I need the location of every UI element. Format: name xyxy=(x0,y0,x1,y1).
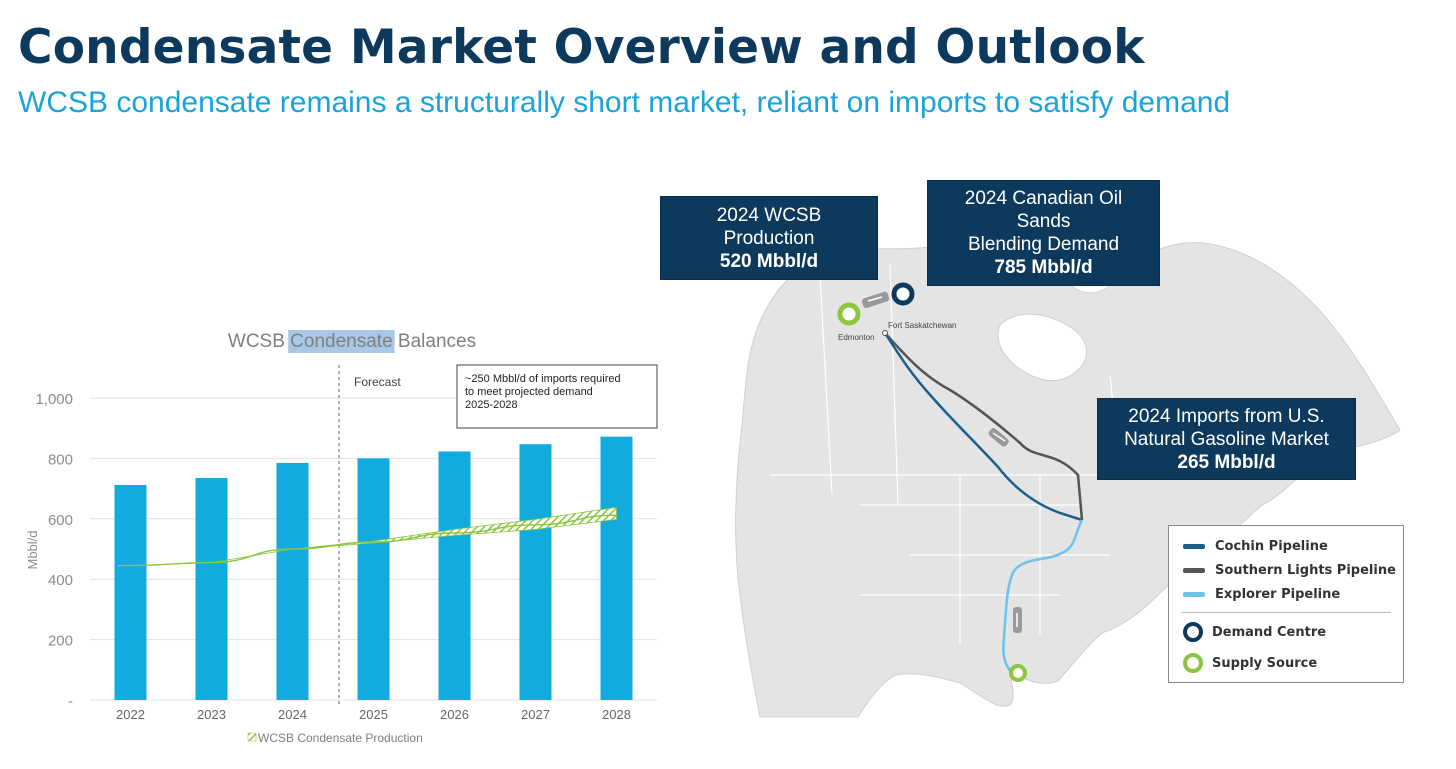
title-highlight xyxy=(288,330,395,353)
bar-2024 xyxy=(276,462,309,700)
edmonton-node xyxy=(882,330,888,336)
legend-divider xyxy=(1181,612,1391,613)
supply-source-edmonton xyxy=(837,302,861,326)
edmonton-label: Edmonton xyxy=(838,333,874,342)
legend-supply-label: Supply Source xyxy=(1212,655,1318,671)
y-tick-label: 400 xyxy=(48,572,73,589)
bar-2028 xyxy=(600,436,633,700)
demand-bars xyxy=(114,436,633,700)
y-tick-label: 1,000 xyxy=(35,391,73,408)
flow-arrow-midwest xyxy=(988,428,1009,447)
x-tick-label-2022: 2022 xyxy=(116,707,145,722)
production-line xyxy=(118,514,617,567)
callout-demand-line2: Blending Demand xyxy=(967,234,1120,255)
x-tick-label-2023: 2023 xyxy=(197,707,226,722)
callout-production-value: 520 Mbbl/d xyxy=(719,250,819,272)
y-axis-label: Mbbl/d xyxy=(25,530,40,569)
southern-lights-route xyxy=(884,332,1084,521)
explorer-swatch xyxy=(1183,591,1205,597)
callout-demand-value: 785 Mbbl/d xyxy=(994,257,1093,278)
x-tick-label-2026: 2026 xyxy=(440,707,469,722)
legend-swatch-production xyxy=(247,732,257,742)
supply-source-icon xyxy=(1183,653,1203,673)
southern-swatch xyxy=(1183,567,1205,573)
page-title: Condensate Market Overview and Outlook xyxy=(18,20,1145,75)
x-tick-label-2027: 2027 xyxy=(521,707,550,722)
legend-item-southern: Southern Lights Pipeline xyxy=(1183,560,1396,580)
legend-demand-label: Demand Centre xyxy=(1212,624,1327,640)
legend-explorer-label: Explorer Pipeline xyxy=(1215,586,1341,602)
cochin-route xyxy=(883,332,1083,522)
legend-item-demand: Demand Centre xyxy=(1183,622,1326,642)
bar-2026 xyxy=(438,451,471,700)
production-series xyxy=(118,506,617,567)
condensate-balances-chart: WCSB Condensate Balances - 200 400 600 800 1,… xyxy=(25,330,658,745)
forecast-label: Forecast xyxy=(354,375,401,389)
map-legend: Cochin Pipeline Southern Lights Pipeline… xyxy=(1168,525,1404,683)
y-axis: - 200 400 600 800 1,000 xyxy=(35,391,73,710)
bar-2027 xyxy=(519,444,552,700)
x-axis: 2022 2023 2024 2025 2026 2027 2028 xyxy=(116,707,631,722)
callout-imports-line1: 2024 Imports from U.S. xyxy=(1128,405,1325,427)
x-tick-label-2025: 2025 xyxy=(359,707,388,722)
callout-demand-line1: 2024 Canadian Oil Sands xyxy=(964,188,1123,232)
callout-imports-line2: Natural Gasoline Market xyxy=(1124,428,1329,450)
legend-cochin-label: Cochin Pipeline xyxy=(1215,538,1328,554)
fort-saskatchewan-label: Fort Saskatchewan xyxy=(888,321,956,330)
legend-item-supply: Supply Source xyxy=(1183,653,1317,673)
page-subtitle: WCSB condensate remains a structurally s… xyxy=(18,86,1231,119)
callout-production-line2: Production xyxy=(723,227,815,249)
bar-2022 xyxy=(114,484,147,700)
hudson-bay xyxy=(997,313,1087,382)
annotation-text: ~250 Mbbl/d of imports required to meet p… xyxy=(465,373,621,411)
cochin-swatch xyxy=(1183,543,1205,549)
legend-item-explorer: Explorer Pipeline xyxy=(1183,584,1340,604)
flow-arrow-gulf xyxy=(1013,607,1022,633)
callout-blending-demand: 2024 Canadian Oil Sands Blending Demand … xyxy=(927,180,1160,286)
x-tick-label-2028: 2028 xyxy=(602,707,631,722)
y-tick-label: - xyxy=(68,693,73,710)
bar-2023 xyxy=(195,478,228,700)
callout-production-line1: 2024 WCSB xyxy=(716,204,822,226)
y-tick-label: 200 xyxy=(48,633,73,650)
demand-centre-fort-saskatchewan xyxy=(891,282,915,306)
flow-arrow-edmonton xyxy=(861,291,890,308)
y-tick-label: 800 xyxy=(48,451,73,468)
callout-imports-value: 265 Mbbl/d xyxy=(1177,451,1276,473)
callout-wcsb-production: 2024 WCSB Production 520 Mbbl/d xyxy=(660,196,878,280)
demand-centre-icon xyxy=(1183,622,1203,642)
chart-legend: WCSB Condensate Production xyxy=(247,731,423,745)
pipeline-map: Edmonton Fort Saskatchewan 2024 WCSB Pro… xyxy=(660,175,1456,735)
annotation-box xyxy=(456,364,658,429)
chart-title: WCSB Condensate Balances xyxy=(228,331,476,352)
legend-label-production: WCSB Condensate Production xyxy=(258,731,423,745)
legend-southern-label: Southern Lights Pipeline xyxy=(1215,562,1396,578)
bar-2025 xyxy=(357,458,390,700)
explorer-route xyxy=(1002,519,1084,679)
y-tick-label: 600 xyxy=(48,512,73,529)
callout-us-imports: 2024 Imports from U.S. Natural Gasoline … xyxy=(1097,398,1356,480)
legend-item-cochin: Cochin Pipeline xyxy=(1183,536,1328,556)
x-tick-label-2024: 2024 xyxy=(278,707,307,722)
supply-source-gulf xyxy=(1009,664,1027,682)
